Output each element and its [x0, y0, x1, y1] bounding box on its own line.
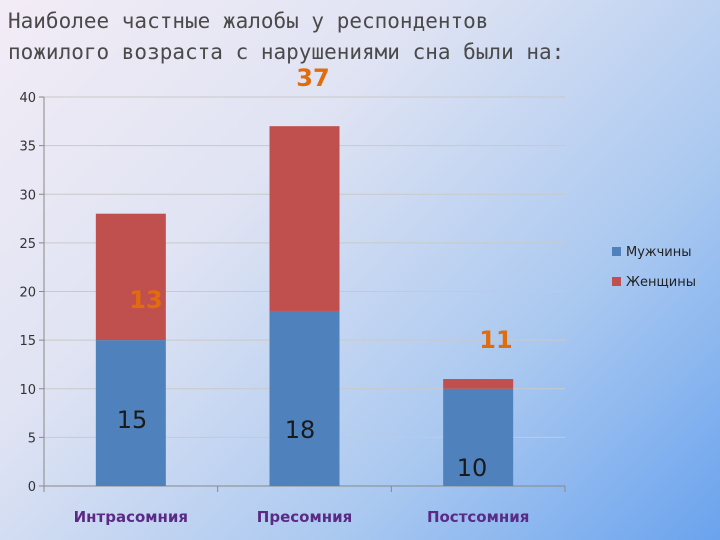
- data-labels: 15 13 18 37 10 11: [117, 64, 513, 482]
- bar-women-3: [443, 379, 514, 389]
- data-label-women: 13: [129, 286, 162, 314]
- y-tick-label: 5: [28, 431, 36, 446]
- data-label-men: 15: [117, 406, 148, 434]
- y-tick-label: 35: [19, 140, 36, 155]
- y-tick-label: 30: [19, 188, 36, 203]
- x-category-label: Постсомния: [427, 508, 529, 526]
- data-label-women: 37: [296, 64, 329, 92]
- legend-swatch-women: [612, 277, 621, 286]
- bar-men-1: [95, 340, 166, 486]
- legend-swatch-men: [612, 247, 621, 256]
- legend-entry: Женщины: [626, 275, 696, 290]
- bar-women-1: [95, 213, 166, 341]
- bar-men-2: [269, 310, 340, 486]
- bar-women-2: [269, 126, 340, 311]
- chart-title: Наиболее частные жалобы у респондентов п…: [8, 9, 565, 64]
- y-tick-label: 20: [19, 286, 36, 301]
- legend-entry: Мужчины: [626, 245, 692, 260]
- legend: Мужчины Женщины: [612, 245, 696, 290]
- bar-men-3: [443, 388, 514, 486]
- x-category-label: Пресомния: [257, 508, 352, 526]
- data-label-men: 10: [457, 454, 488, 482]
- bars: [95, 126, 514, 486]
- x-axis: Интрасомния Пресомния Постсомния: [74, 508, 530, 526]
- y-tick-label: 25: [19, 237, 36, 252]
- y-tick-label: 40: [19, 91, 36, 106]
- y-tick-label: 0: [28, 480, 36, 495]
- y-tick-label: 10: [19, 383, 36, 398]
- y-axis-ticks: 0 5 10 15 20 25 30 35 40: [19, 91, 36, 495]
- y-tick-label: 15: [19, 334, 36, 349]
- data-label-men: 18: [285, 416, 316, 444]
- x-category-label: Интрасомния: [74, 508, 188, 526]
- data-label-women: 11: [479, 326, 512, 354]
